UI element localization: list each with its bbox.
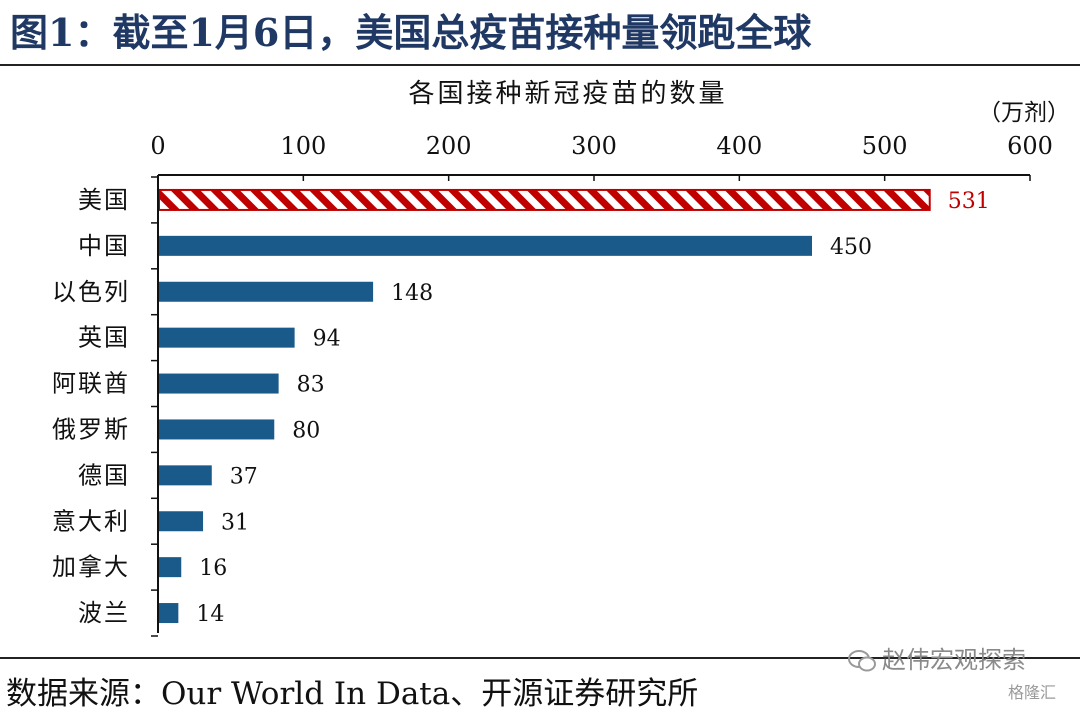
- data-label: 37: [230, 464, 258, 489]
- bar: [159, 327, 295, 348]
- data-label: 450: [830, 235, 872, 260]
- data-label: 80: [292, 418, 320, 443]
- bar: [159, 511, 204, 532]
- bar: [159, 373, 279, 394]
- x-tick-label: 100: [280, 132, 326, 160]
- watermark-secondary: 格隆汇: [1008, 679, 1056, 703]
- watermark-secondary-text: 格隆汇: [1008, 683, 1057, 702]
- watermark-text: 赵伟宏观探索: [882, 646, 1026, 674]
- category-label: 波兰: [78, 599, 130, 627]
- wechat-icon: [848, 650, 876, 672]
- data-label: 14: [196, 602, 224, 627]
- data-label: 31: [221, 510, 249, 535]
- category-label: 英国: [78, 324, 130, 352]
- category-label: 德国: [78, 461, 130, 489]
- data-label: 83: [297, 373, 325, 398]
- category-label: 美国: [78, 186, 130, 214]
- bar-chart: 各国接种新冠疫苗的数量 （万剂） 0 100 200 300 400 500 600 美国中…: [52, 79, 1070, 637]
- x-tick-label: 400: [716, 132, 762, 160]
- unit-label: （万剂）: [978, 100, 1070, 126]
- data-label: 148: [391, 281, 433, 306]
- data-label: 16: [199, 556, 227, 581]
- figure-title: 图1：截至1月6日，美国总疫苗接种量领跑全球: [10, 10, 812, 55]
- bar: [159, 557, 182, 578]
- chart-title: 各国接种新冠疫苗的数量: [408, 79, 727, 109]
- category-label: 意大利: [52, 507, 130, 535]
- bar: [159, 419, 275, 440]
- bar: [159, 465, 212, 486]
- data-label: 531: [948, 189, 990, 214]
- watermark: 赵伟宏观探索: [848, 640, 1026, 675]
- source-note: 数据来源：Our World In Data、开源证券研究所: [6, 676, 699, 712]
- x-tick-label: 500: [862, 132, 908, 160]
- category-label: 中国: [78, 232, 130, 260]
- source-divider: [0, 657, 1080, 659]
- category-label: 阿联酋: [52, 370, 130, 398]
- bar: [159, 235, 812, 256]
- bar-highlight: [158, 188, 931, 211]
- category-label: 加拿大: [52, 553, 130, 581]
- x-tick-label: 300: [571, 132, 617, 160]
- category-label: 俄罗斯: [52, 415, 130, 443]
- x-tick-label: 600: [1007, 132, 1053, 160]
- data-label: 94: [313, 327, 341, 352]
- bar: [159, 603, 179, 624]
- title-divider: [0, 64, 1080, 66]
- x-tick-label: 200: [426, 132, 472, 160]
- category-label: 以色列: [52, 278, 130, 306]
- x-tick-label: 0: [150, 132, 165, 160]
- bar: [159, 281, 374, 302]
